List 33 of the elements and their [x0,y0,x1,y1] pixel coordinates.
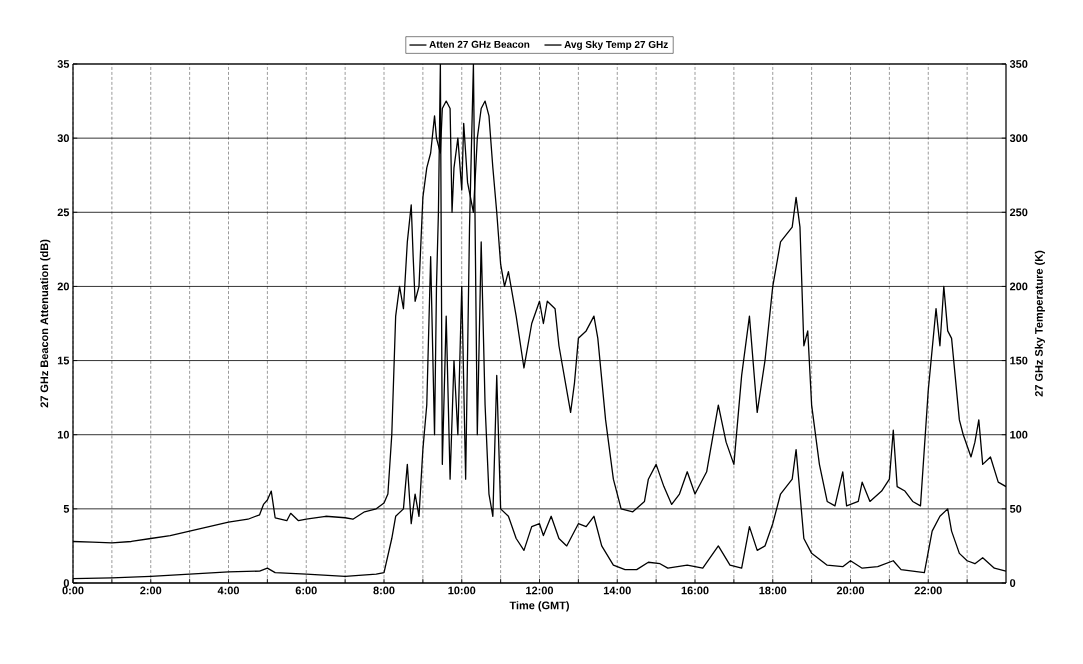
x-tick-label: 2:00 [140,586,162,595]
y-tick-label: 0 [63,579,69,587]
y-tick-label: 15 [57,356,70,365]
x-tick-label: 18:00 [759,586,787,595]
x-tick-label: 6:00 [295,586,317,595]
x-tick-label: 10:00 [448,586,476,595]
x-tick-label: 8:00 [373,586,395,595]
y2-axis-title: 27 GHz Sky Temperature (K) [1034,250,1045,397]
y-tick-label: 30 [57,134,69,143]
y2-tick-label: 250 [1009,208,1028,217]
y2-tick-label: 200 [1009,282,1028,291]
x-tick-label: 0:00 [62,586,84,595]
y2-tick-label: 300 [1009,134,1028,143]
y-tick-label: 20 [57,282,69,291]
x-tick-label: 20:00 [836,586,865,595]
y2-tick-label: 0 [1010,579,1016,587]
y-tick-label: 10 [57,430,69,439]
y2-tick-label: 150 [1010,356,1028,365]
x-tick-label: 12:00 [526,586,554,595]
x-tick-label: 16:00 [681,586,709,595]
x-tick-label: 4:00 [217,586,240,595]
x-tick-label: 14:00 [603,586,631,595]
legend-label: Avg Sky Temp 27 GHz [564,40,668,50]
legend-label: Atten 27 GHz Beacon [429,40,530,48]
y-axis-title: 27 GHz Beacon Attenuation (dB) [40,239,51,408]
y2-tick-label: 100 [1010,430,1028,439]
y2-tick-label: 350 [1009,60,1028,68]
y-tick-label: 25 [57,208,70,217]
y2-tick-label: 50 [1009,504,1022,513]
x-tick-label: 22:00 [914,586,942,595]
y-tick-label: 35 [57,60,70,68]
y-tick-label: 5 [63,505,70,513]
x-axis-title: Time (GMT) [509,601,569,612]
